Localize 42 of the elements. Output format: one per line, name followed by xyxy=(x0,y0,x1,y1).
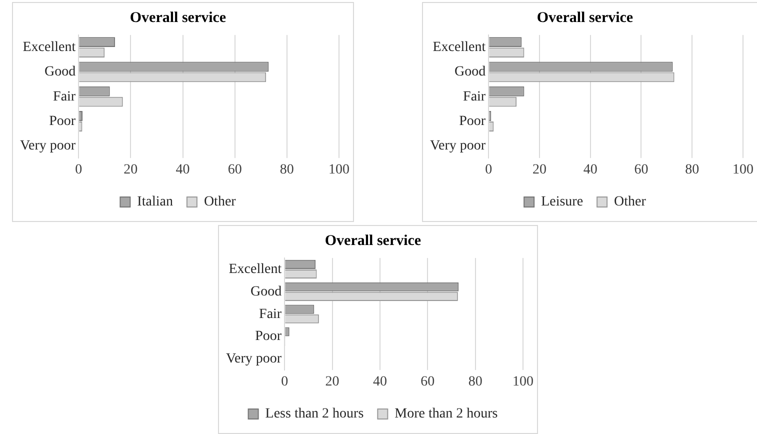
x-tick-label: 60 xyxy=(634,162,648,178)
y-tick-label: Poor xyxy=(255,329,282,344)
y-tick-label: Good xyxy=(454,64,486,80)
y-tick-label: Very poor xyxy=(430,138,486,154)
legend-label: Leisure xyxy=(541,194,584,210)
x-tick-label: 40 xyxy=(176,162,190,178)
x-tick-label: 20 xyxy=(532,162,546,178)
x-tick-label: 20 xyxy=(325,374,340,390)
x-tick-label: 20 xyxy=(124,162,138,178)
x-tick-label: 100 xyxy=(512,374,534,390)
chart-title: Overall service xyxy=(536,10,634,26)
x-tick-label: 80 xyxy=(685,162,700,178)
x-tick-label: 80 xyxy=(468,374,482,390)
y-tick-label: Excellent xyxy=(432,40,486,55)
y-tick-label: Poor xyxy=(49,114,76,129)
x-tick-label: 0 xyxy=(75,162,82,178)
y-tick-label: Very poor xyxy=(20,138,76,154)
y-tick-label: Poor xyxy=(459,114,486,129)
y-tick-label: Fair xyxy=(53,89,76,104)
y-tick-label: Fair xyxy=(259,306,282,322)
legend-label: More than 2 hours xyxy=(394,406,498,422)
chart-title: Overall service xyxy=(130,10,226,26)
x-tick-label: 100 xyxy=(328,162,350,178)
legend-label: Other xyxy=(614,194,646,210)
y-tick-label: Good xyxy=(250,284,282,300)
y-tick-label: Fair xyxy=(463,89,486,104)
y-tick-label: Excellent xyxy=(228,262,282,277)
x-tick-label: 40 xyxy=(372,374,387,390)
chart-title: Overall service xyxy=(324,232,422,249)
y-tick-label: Excellent xyxy=(22,40,76,55)
y-tick-label: Very poor xyxy=(226,352,282,367)
x-tick-label: 0 xyxy=(485,162,492,178)
x-tick-label: 0 xyxy=(281,374,288,390)
x-tick-label: 40 xyxy=(583,162,598,178)
y-tick-label: Good xyxy=(44,64,76,80)
x-tick-label: 60 xyxy=(420,374,435,390)
x-tick-label: 100 xyxy=(732,162,754,178)
x-tick-label: 80 xyxy=(280,162,294,178)
legend-label: Italian xyxy=(137,194,173,210)
legend-label: Other xyxy=(204,194,236,210)
legend-label: Less than 2 hours xyxy=(265,406,364,422)
x-tick-label: 60 xyxy=(228,162,242,178)
